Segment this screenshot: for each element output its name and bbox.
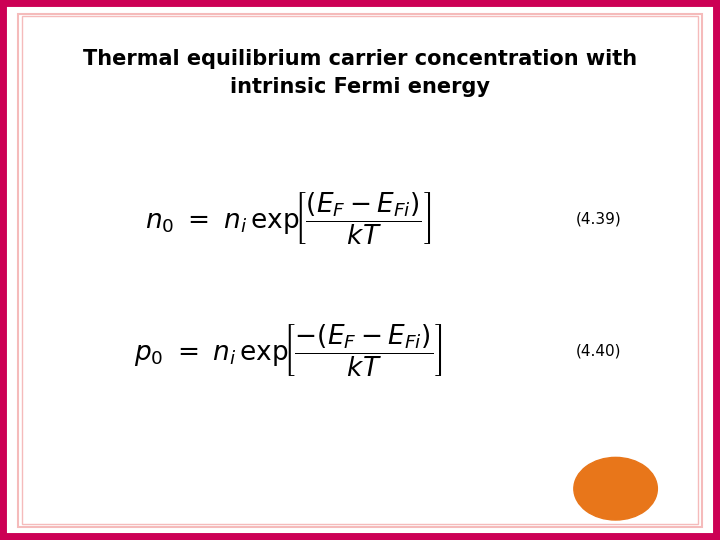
- Text: (4.39): (4.39): [576, 211, 622, 226]
- Circle shape: [574, 457, 657, 520]
- Text: (4.40): (4.40): [576, 343, 621, 359]
- Text: $n_0 \ = \ n_i \, \mathrm{exp}\!\left[\dfrac{(E_F - E_{Fi})}{kT}\right]$: $n_0 \ = \ n_i \, \mathrm{exp}\!\left[\d…: [145, 190, 431, 247]
- Text: Thermal equilibrium carrier concentration with
intrinsic Fermi energy: Thermal equilibrium carrier concentratio…: [83, 49, 637, 97]
- Text: $p_0 \ = \ n_i \, \mathrm{exp}\!\left[\dfrac{-(E_F - E_{Fi})}{kT}\right]$: $p_0 \ = \ n_i \, \mathrm{exp}\!\left[\d…: [134, 322, 442, 380]
